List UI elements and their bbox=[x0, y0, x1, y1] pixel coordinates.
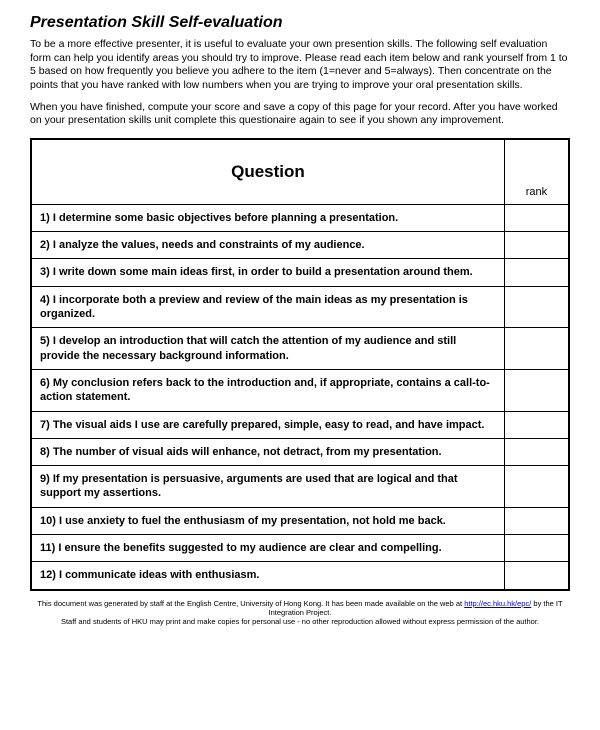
question-cell: 12) I communicate ideas with enthusiasm. bbox=[31, 562, 504, 590]
table-row: 8) The number of visual aids will enhanc… bbox=[31, 438, 569, 465]
question-cell: 2) I analyze the values, needs and const… bbox=[31, 232, 504, 259]
table-row: 7) The visual aids I use are carefully p… bbox=[31, 411, 569, 438]
rank-cell[interactable] bbox=[504, 562, 569, 590]
table-row: 6) My conclusion refers back to the intr… bbox=[31, 369, 569, 411]
question-cell: 8) The number of visual aids will enhanc… bbox=[31, 438, 504, 465]
rank-cell[interactable] bbox=[504, 466, 569, 508]
rank-cell[interactable] bbox=[504, 286, 569, 328]
rank-cell[interactable] bbox=[504, 204, 569, 231]
rank-cell[interactable] bbox=[504, 438, 569, 465]
rank-cell[interactable] bbox=[504, 328, 569, 370]
footer-link[interactable]: http://ec.hku.hk/epc/ bbox=[464, 599, 531, 608]
table-row: 10) I use anxiety to fuel the enthusiasm… bbox=[31, 507, 569, 534]
table-row: 11) I ensure the benefits suggested to m… bbox=[31, 535, 569, 562]
table-row: 4) I incorporate both a preview and revi… bbox=[31, 286, 569, 328]
rank-cell[interactable] bbox=[504, 259, 569, 286]
table-row: 2) I analyze the values, needs and const… bbox=[31, 232, 569, 259]
evaluation-table: Question rank 1) I determine some basic … bbox=[30, 138, 570, 591]
question-cell: 9) If my presentation is persuasive, arg… bbox=[31, 466, 504, 508]
table-row: 1) I determine some basic objectives bef… bbox=[31, 204, 569, 231]
footer-line2: Staff and students of HKU may print and … bbox=[61, 617, 539, 626]
question-cell: 11) I ensure the benefits suggested to m… bbox=[31, 535, 504, 562]
rank-cell[interactable] bbox=[504, 507, 569, 534]
question-cell: 1) I determine some basic objectives bef… bbox=[31, 204, 504, 231]
rank-cell[interactable] bbox=[504, 369, 569, 411]
table-row: 12) I communicate ideas with enthusiasm. bbox=[31, 562, 569, 590]
rank-cell[interactable] bbox=[504, 232, 569, 259]
question-cell: 10) I use anxiety to fuel the enthusiasm… bbox=[31, 507, 504, 534]
intro-paragraph-1: To be a more effective presenter, it is … bbox=[30, 38, 570, 93]
footer-text-pre: This document was generated by staff at … bbox=[37, 599, 464, 608]
question-header: Question bbox=[31, 139, 504, 205]
question-cell: 3) I write down some main ideas first, i… bbox=[31, 259, 504, 286]
page-title: Presentation Skill Self-evaluation bbox=[30, 14, 570, 32]
table-row: 3) I write down some main ideas first, i… bbox=[31, 259, 569, 286]
rank-header: rank bbox=[504, 139, 569, 205]
question-cell: 4) I incorporate both a preview and revi… bbox=[31, 286, 504, 328]
question-cell: 7) The visual aids I use are carefully p… bbox=[31, 411, 504, 438]
question-cell: 6) My conclusion refers back to the intr… bbox=[31, 369, 504, 411]
footer: This document was generated by staff at … bbox=[30, 599, 570, 627]
question-cell: 5) I develop an introduction that will c… bbox=[31, 328, 504, 370]
rank-cell[interactable] bbox=[504, 535, 569, 562]
table-row: 9) If my presentation is persuasive, arg… bbox=[31, 466, 569, 508]
table-header-row: Question rank bbox=[31, 139, 569, 205]
rank-cell[interactable] bbox=[504, 411, 569, 438]
table-row: 5) I develop an introduction that will c… bbox=[31, 328, 569, 370]
intro-paragraph-2: When you have finished, compute your sco… bbox=[30, 101, 570, 128]
